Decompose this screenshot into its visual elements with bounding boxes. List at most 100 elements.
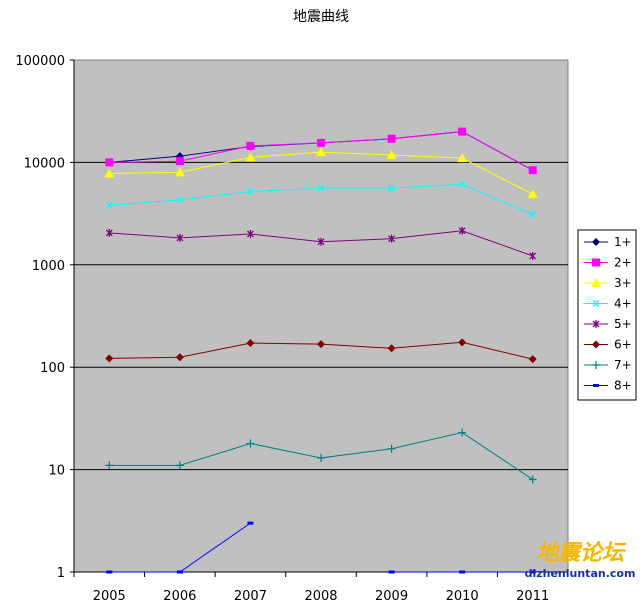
data-point (174, 167, 185, 177)
data-point (175, 157, 184, 166)
data-point (388, 184, 396, 192)
legend-label: 6+ (614, 338, 632, 352)
data-point (387, 134, 396, 143)
data-point (106, 570, 113, 574)
data-point (317, 237, 325, 246)
series-7 (105, 428, 537, 484)
legend-item: 8+ (584, 379, 632, 393)
watermark-url: dizhenluntan.com (525, 567, 636, 580)
data-point (176, 570, 183, 574)
series-3 (104, 147, 538, 199)
y-tick-label: 100000 (15, 54, 65, 69)
y-tick-label: 100 (40, 361, 65, 376)
data-point (593, 384, 599, 387)
legend-label: 7+ (614, 358, 632, 372)
data-point (317, 184, 325, 192)
data-point (528, 166, 537, 175)
data-point (527, 189, 538, 199)
data-point (528, 355, 537, 364)
data-point (246, 188, 254, 195)
data-point (246, 439, 255, 448)
series-5 (105, 226, 537, 260)
data-point (105, 201, 113, 209)
data-point (245, 152, 256, 162)
data-point (317, 340, 325, 349)
data-point (316, 147, 326, 157)
data-point (458, 180, 466, 188)
data-point (247, 521, 254, 525)
data-point (246, 141, 255, 150)
legend-label: 5+ (614, 317, 632, 331)
data-point (458, 226, 466, 235)
data-point (458, 338, 467, 347)
y-tick-label: 1 (57, 566, 65, 581)
data-point (175, 353, 184, 362)
legend: 1+ 2+ 3+ 4+ 5+ 6+ 7+ 8+ (577, 229, 637, 401)
data-point (105, 158, 114, 167)
y-tick-label: 10 (48, 464, 65, 479)
data-point (176, 233, 184, 242)
x-tick-label: 2005 (93, 589, 126, 601)
data-point (591, 278, 601, 287)
x-tick-label: 2007 (234, 589, 267, 601)
series-6 (105, 338, 537, 364)
legend-item: 6+ (584, 338, 632, 352)
legend-item: 4+ (584, 297, 632, 311)
data-point (105, 228, 113, 237)
legend-item: 7+ (584, 358, 632, 372)
series-4 (105, 180, 537, 218)
data-point (458, 127, 467, 136)
data-point (529, 570, 536, 574)
y-tick-label: 1000 (32, 259, 65, 274)
plot-area (73, 59, 569, 573)
legend-item: 1+ (584, 235, 632, 249)
data-point (388, 234, 396, 243)
data-point (388, 570, 395, 574)
data-point (592, 320, 600, 328)
data-point (592, 340, 600, 349)
data-point (105, 461, 114, 470)
data-point (458, 428, 467, 437)
x-tick-label: 2008 (304, 589, 337, 601)
legend-label: 4+ (614, 297, 632, 311)
data-point (175, 461, 184, 470)
legend-label: 2+ (614, 256, 632, 270)
data-point (529, 251, 537, 260)
data-point (176, 196, 184, 204)
data-point (387, 344, 396, 353)
series-2 (105, 127, 537, 175)
x-tick-label: 2009 (375, 589, 408, 601)
data-point (529, 211, 537, 218)
legend-item: 3+ (584, 276, 632, 290)
y-tick-label: 10000 (24, 156, 65, 171)
data-point (104, 168, 115, 178)
data-point (317, 453, 325, 462)
data-point (592, 258, 600, 267)
x-tick-label: 2010 (446, 589, 479, 601)
data-point (317, 138, 325, 147)
legend-item: 2+ (584, 256, 632, 270)
legend-label: 3+ (614, 276, 632, 290)
series-8 (106, 521, 536, 574)
data-point (592, 238, 600, 246)
data-point (246, 339, 255, 348)
legend-label: 1+ (614, 235, 632, 249)
data-point (592, 300, 600, 307)
data-point (386, 150, 397, 160)
watermark-logo-text: 地震论坛 (536, 541, 627, 566)
legend-box (577, 229, 637, 401)
data-point (105, 354, 114, 363)
data-point (459, 570, 466, 574)
data-point (457, 153, 468, 163)
legend-item: 5+ (584, 317, 632, 331)
x-tick-label: 2011 (516, 589, 549, 601)
x-tick-label: 2006 (163, 589, 196, 601)
legend-label: 8+ (614, 379, 632, 393)
data-point (387, 444, 396, 453)
data-point (246, 229, 254, 238)
data-point (528, 475, 537, 484)
chart-title: 地震曲线 (293, 9, 349, 25)
data-point (592, 361, 600, 369)
